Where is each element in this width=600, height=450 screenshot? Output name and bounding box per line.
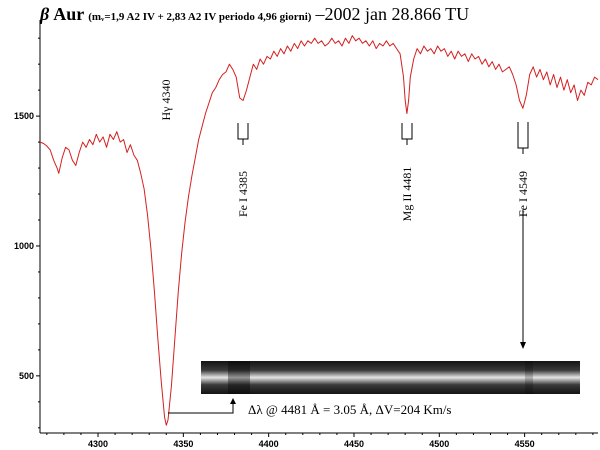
line-bracket xyxy=(517,122,529,149)
line-marker: Mg II 4481 xyxy=(400,123,414,221)
spectrum-image xyxy=(201,361,580,394)
line-label: Fe I 4549 xyxy=(516,171,530,217)
strip-dark-band-hgamma xyxy=(228,361,250,394)
annotation-arrowhead xyxy=(230,398,236,404)
line-bracket xyxy=(401,123,413,140)
x-tick-label: 4400 xyxy=(259,439,279,449)
series-group xyxy=(39,35,599,426)
y-tick-label: 500 xyxy=(19,371,34,381)
x-tick-label: 4350 xyxy=(173,439,193,449)
line-label: Fe I 4385 xyxy=(236,171,250,217)
line-label: Hγ 4340 xyxy=(159,80,173,121)
annotation-text: Δλ @ 4481 Å = 3.05 Å, ΔV=204 Km/s xyxy=(248,402,452,417)
x-tick-label: 4450 xyxy=(344,439,364,449)
line-arrowhead xyxy=(520,342,526,349)
annotation-group: Δλ @ 4481 Å = 3.05 Å, ΔV=204 Km/s xyxy=(168,398,452,417)
strip-dark-band-fe xyxy=(525,361,533,394)
title-params: (mᵥ=1,9 A2 IV + 2,83 A2 IV periodo 4,96 … xyxy=(88,11,312,23)
line-bracket xyxy=(237,123,249,140)
y-tick-label: 1500 xyxy=(14,111,34,121)
title-symbol: β xyxy=(40,4,50,24)
line-marker: Fe I 4385 xyxy=(236,123,250,217)
y-tick-label: 1000 xyxy=(14,241,34,251)
line-marker: Fe I 4549 xyxy=(516,122,530,349)
x-tick-label: 4500 xyxy=(429,439,449,449)
axis-ticks: 4300 4350 4400 4450 4500 4550 500 1000 1500 xyxy=(14,37,594,449)
annotation-connector xyxy=(168,402,234,414)
axes xyxy=(39,20,598,434)
title-star: Aur xyxy=(53,4,85,24)
line-marker: Hγ 4340 xyxy=(159,80,173,121)
line-markers: Hγ 4340 Fe I 4385 Mg II 4481 Fe I 4549 xyxy=(159,80,530,349)
line-label: Mg II 4481 xyxy=(400,167,414,222)
x-tick-label: 4300 xyxy=(88,439,108,449)
spectrum-strip xyxy=(201,361,580,394)
spectrum-series-line xyxy=(39,35,599,426)
title-date: –2002 jan 28.866 TU xyxy=(315,4,470,24)
chart-title: β Aur (mᵥ=1,9 A2 IV + 2,83 A2 IV periodo… xyxy=(40,4,600,30)
x-tick-label: 4550 xyxy=(515,439,535,449)
